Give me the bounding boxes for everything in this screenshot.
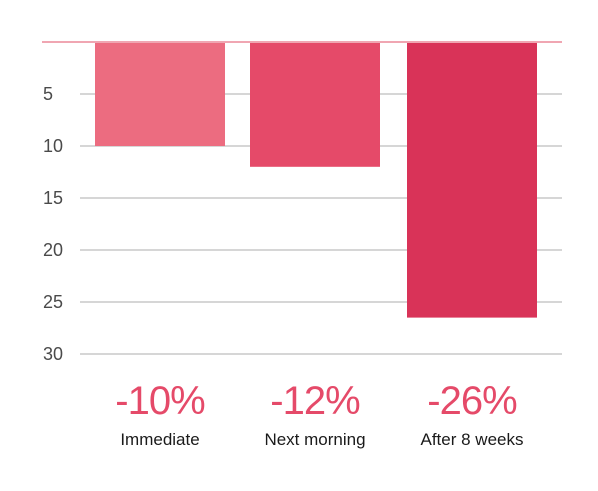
category-label-after-8-weeks: After 8 weeks [421,430,524,449]
y-axis-ticks: 5 10 15 20 25 30 [43,84,63,364]
y-tick-label-15: 15 [43,188,63,208]
value-label-immediate: -10% [115,379,205,423]
y-tick-label-5: 5 [43,84,53,104]
y-tick-label-10: 10 [43,136,63,156]
category-label-immediate: Immediate [120,430,199,449]
y-tick-label-20: 20 [43,240,63,260]
bars [95,42,537,318]
value-label-after-8-weeks: -26% [427,379,517,423]
category-labels: Immediate Next morning After 8 weeks [120,430,523,449]
y-tick-label-30: 30 [43,344,63,364]
bar-after-8-weeks [407,42,537,318]
value-labels: -10% -12% -26% [115,379,518,423]
value-label-next-morning: -12% [270,379,360,423]
y-tick-label-25: 25 [43,292,63,312]
bar-next-morning [250,42,380,167]
bar-immediate [95,42,225,146]
category-label-next-morning: Next morning [264,430,365,449]
